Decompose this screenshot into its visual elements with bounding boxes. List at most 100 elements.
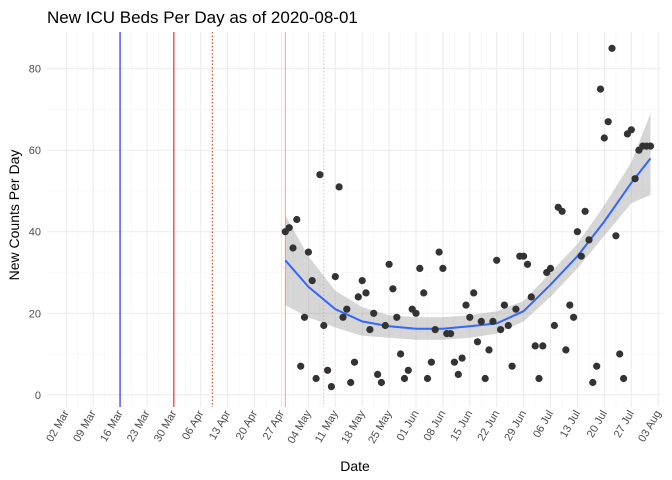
y-tick-label: 20 bbox=[29, 308, 41, 320]
data-point bbox=[535, 374, 543, 383]
y-axis-ticks: 0 20 40 60 80 bbox=[29, 64, 41, 402]
data-point bbox=[485, 346, 493, 354]
data-point bbox=[300, 313, 309, 321]
data-point bbox=[608, 44, 616, 52]
data-point bbox=[458, 354, 466, 362]
data-point bbox=[397, 350, 405, 358]
data-point bbox=[347, 378, 355, 387]
data-point bbox=[447, 330, 455, 338]
data-point bbox=[343, 305, 351, 313]
data-point bbox=[293, 215, 301, 224]
y-tick-label: 80 bbox=[29, 64, 41, 76]
data-point bbox=[366, 326, 374, 334]
data-point bbox=[539, 342, 547, 350]
data-point bbox=[527, 293, 535, 301]
data-point bbox=[374, 370, 382, 378]
data-point bbox=[324, 366, 332, 374]
data-point bbox=[562, 346, 570, 354]
data-point bbox=[589, 378, 597, 387]
data-point bbox=[308, 277, 316, 285]
smooth-trend bbox=[284, 157, 652, 330]
data-point bbox=[327, 383, 335, 391]
data-point bbox=[581, 207, 589, 215]
data-point bbox=[377, 378, 385, 387]
data-point bbox=[600, 134, 608, 142]
data-point bbox=[435, 248, 443, 256]
data-point bbox=[566, 301, 574, 309]
data-point bbox=[358, 277, 366, 285]
data-point bbox=[420, 289, 428, 297]
data-point bbox=[523, 260, 532, 268]
confidence-band bbox=[285, 113, 651, 340]
grid-lines bbox=[47, 32, 662, 407]
data-point bbox=[504, 321, 512, 330]
x-axis-label: Date bbox=[340, 458, 370, 474]
data-point bbox=[593, 362, 601, 370]
data-point bbox=[393, 313, 401, 321]
data-point bbox=[512, 305, 520, 313]
data-point bbox=[604, 118, 612, 126]
data-point bbox=[466, 313, 474, 321]
data-point bbox=[304, 248, 312, 256]
data-point bbox=[297, 362, 305, 370]
data-point bbox=[354, 293, 362, 301]
data-point bbox=[520, 252, 528, 260]
data-point bbox=[546, 264, 555, 272]
data-point bbox=[473, 338, 482, 346]
data-point bbox=[481, 374, 489, 383]
data-point bbox=[462, 301, 470, 309]
data-point bbox=[370, 309, 378, 317]
data-point bbox=[381, 321, 389, 330]
data-point bbox=[497, 326, 505, 334]
data-point bbox=[646, 142, 655, 150]
data-point bbox=[416, 264, 424, 272]
confidence-band-area bbox=[285, 113, 651, 340]
data-point bbox=[570, 313, 578, 321]
data-point bbox=[596, 85, 605, 93]
data-point bbox=[631, 175, 639, 183]
data-point bbox=[385, 260, 393, 268]
data-point bbox=[439, 264, 447, 272]
reference-lines bbox=[119, 32, 325, 407]
data-point bbox=[620, 374, 628, 383]
data-point bbox=[431, 326, 439, 334]
data-point bbox=[477, 317, 485, 325]
plot-panel bbox=[47, 32, 662, 407]
data-point bbox=[470, 289, 478, 297]
data-point bbox=[493, 256, 501, 264]
y-axis-label: New Counts Per Day bbox=[6, 150, 22, 281]
data-point bbox=[285, 224, 293, 232]
data-point bbox=[508, 362, 516, 370]
data-point bbox=[531, 342, 539, 350]
data-point bbox=[350, 358, 359, 366]
data-point bbox=[550, 321, 559, 330]
data-point bbox=[400, 374, 409, 383]
data-point bbox=[577, 252, 585, 260]
data-point bbox=[312, 374, 320, 383]
data-point bbox=[389, 285, 397, 293]
data-point bbox=[454, 370, 462, 378]
y-tick-label: 60 bbox=[29, 145, 41, 157]
data-point bbox=[612, 232, 620, 240]
y-tick-label: 40 bbox=[29, 227, 41, 239]
data-point bbox=[412, 309, 420, 317]
data-point bbox=[362, 289, 370, 297]
data-point bbox=[289, 244, 297, 252]
data-point bbox=[320, 321, 328, 330]
data-point bbox=[489, 317, 497, 325]
data-point bbox=[558, 207, 566, 215]
data-point bbox=[331, 273, 339, 281]
data-point bbox=[404, 366, 412, 374]
data-point bbox=[427, 358, 435, 366]
data-point bbox=[500, 301, 508, 309]
y-tick-label: 0 bbox=[35, 390, 41, 402]
data-point bbox=[339, 313, 347, 321]
data-point bbox=[335, 183, 343, 191]
data-point bbox=[573, 228, 582, 236]
data-point bbox=[316, 171, 324, 179]
data-point bbox=[585, 236, 593, 244]
data-point bbox=[423, 374, 432, 383]
data-point bbox=[616, 350, 624, 358]
chart-title: New ICU Beds Per Day as of 2020-08-01 bbox=[47, 8, 358, 27]
